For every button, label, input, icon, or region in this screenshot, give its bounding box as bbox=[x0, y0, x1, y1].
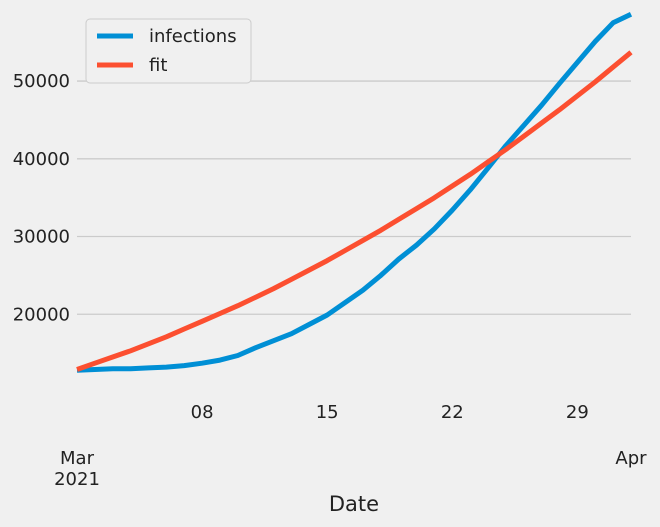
x-tick-label-29: 29 bbox=[566, 402, 589, 423]
x-tick-sublabel-2021: 2021 bbox=[54, 469, 100, 490]
y-tick-label-30000: 30000 bbox=[13, 227, 70, 248]
x-tick-label-08: 08 bbox=[191, 402, 214, 423]
y-tick-label-20000: 20000 bbox=[13, 304, 70, 325]
y-tick-label-40000: 40000 bbox=[13, 149, 70, 170]
legend-label-infections: infections bbox=[149, 26, 237, 47]
y-axis-ticks: 20000 30000 40000 50000 bbox=[13, 71, 70, 325]
legend-label-fit: fit bbox=[149, 55, 167, 76]
legend: infections fit bbox=[85, 18, 252, 84]
x-axis-title: Date bbox=[329, 492, 379, 516]
series-line-fit bbox=[76, 50, 633, 372]
x-tick-label-apr: Apr bbox=[615, 448, 647, 469]
y-tick-label-50000: 50000 bbox=[13, 71, 70, 92]
series-line-infections bbox=[76, 11, 633, 373]
plot-series bbox=[76, 11, 633, 373]
x-tick-label-mar: Mar bbox=[60, 448, 95, 469]
x-tick-label-15: 15 bbox=[316, 402, 339, 423]
x-tick-label-22: 22 bbox=[441, 402, 464, 423]
